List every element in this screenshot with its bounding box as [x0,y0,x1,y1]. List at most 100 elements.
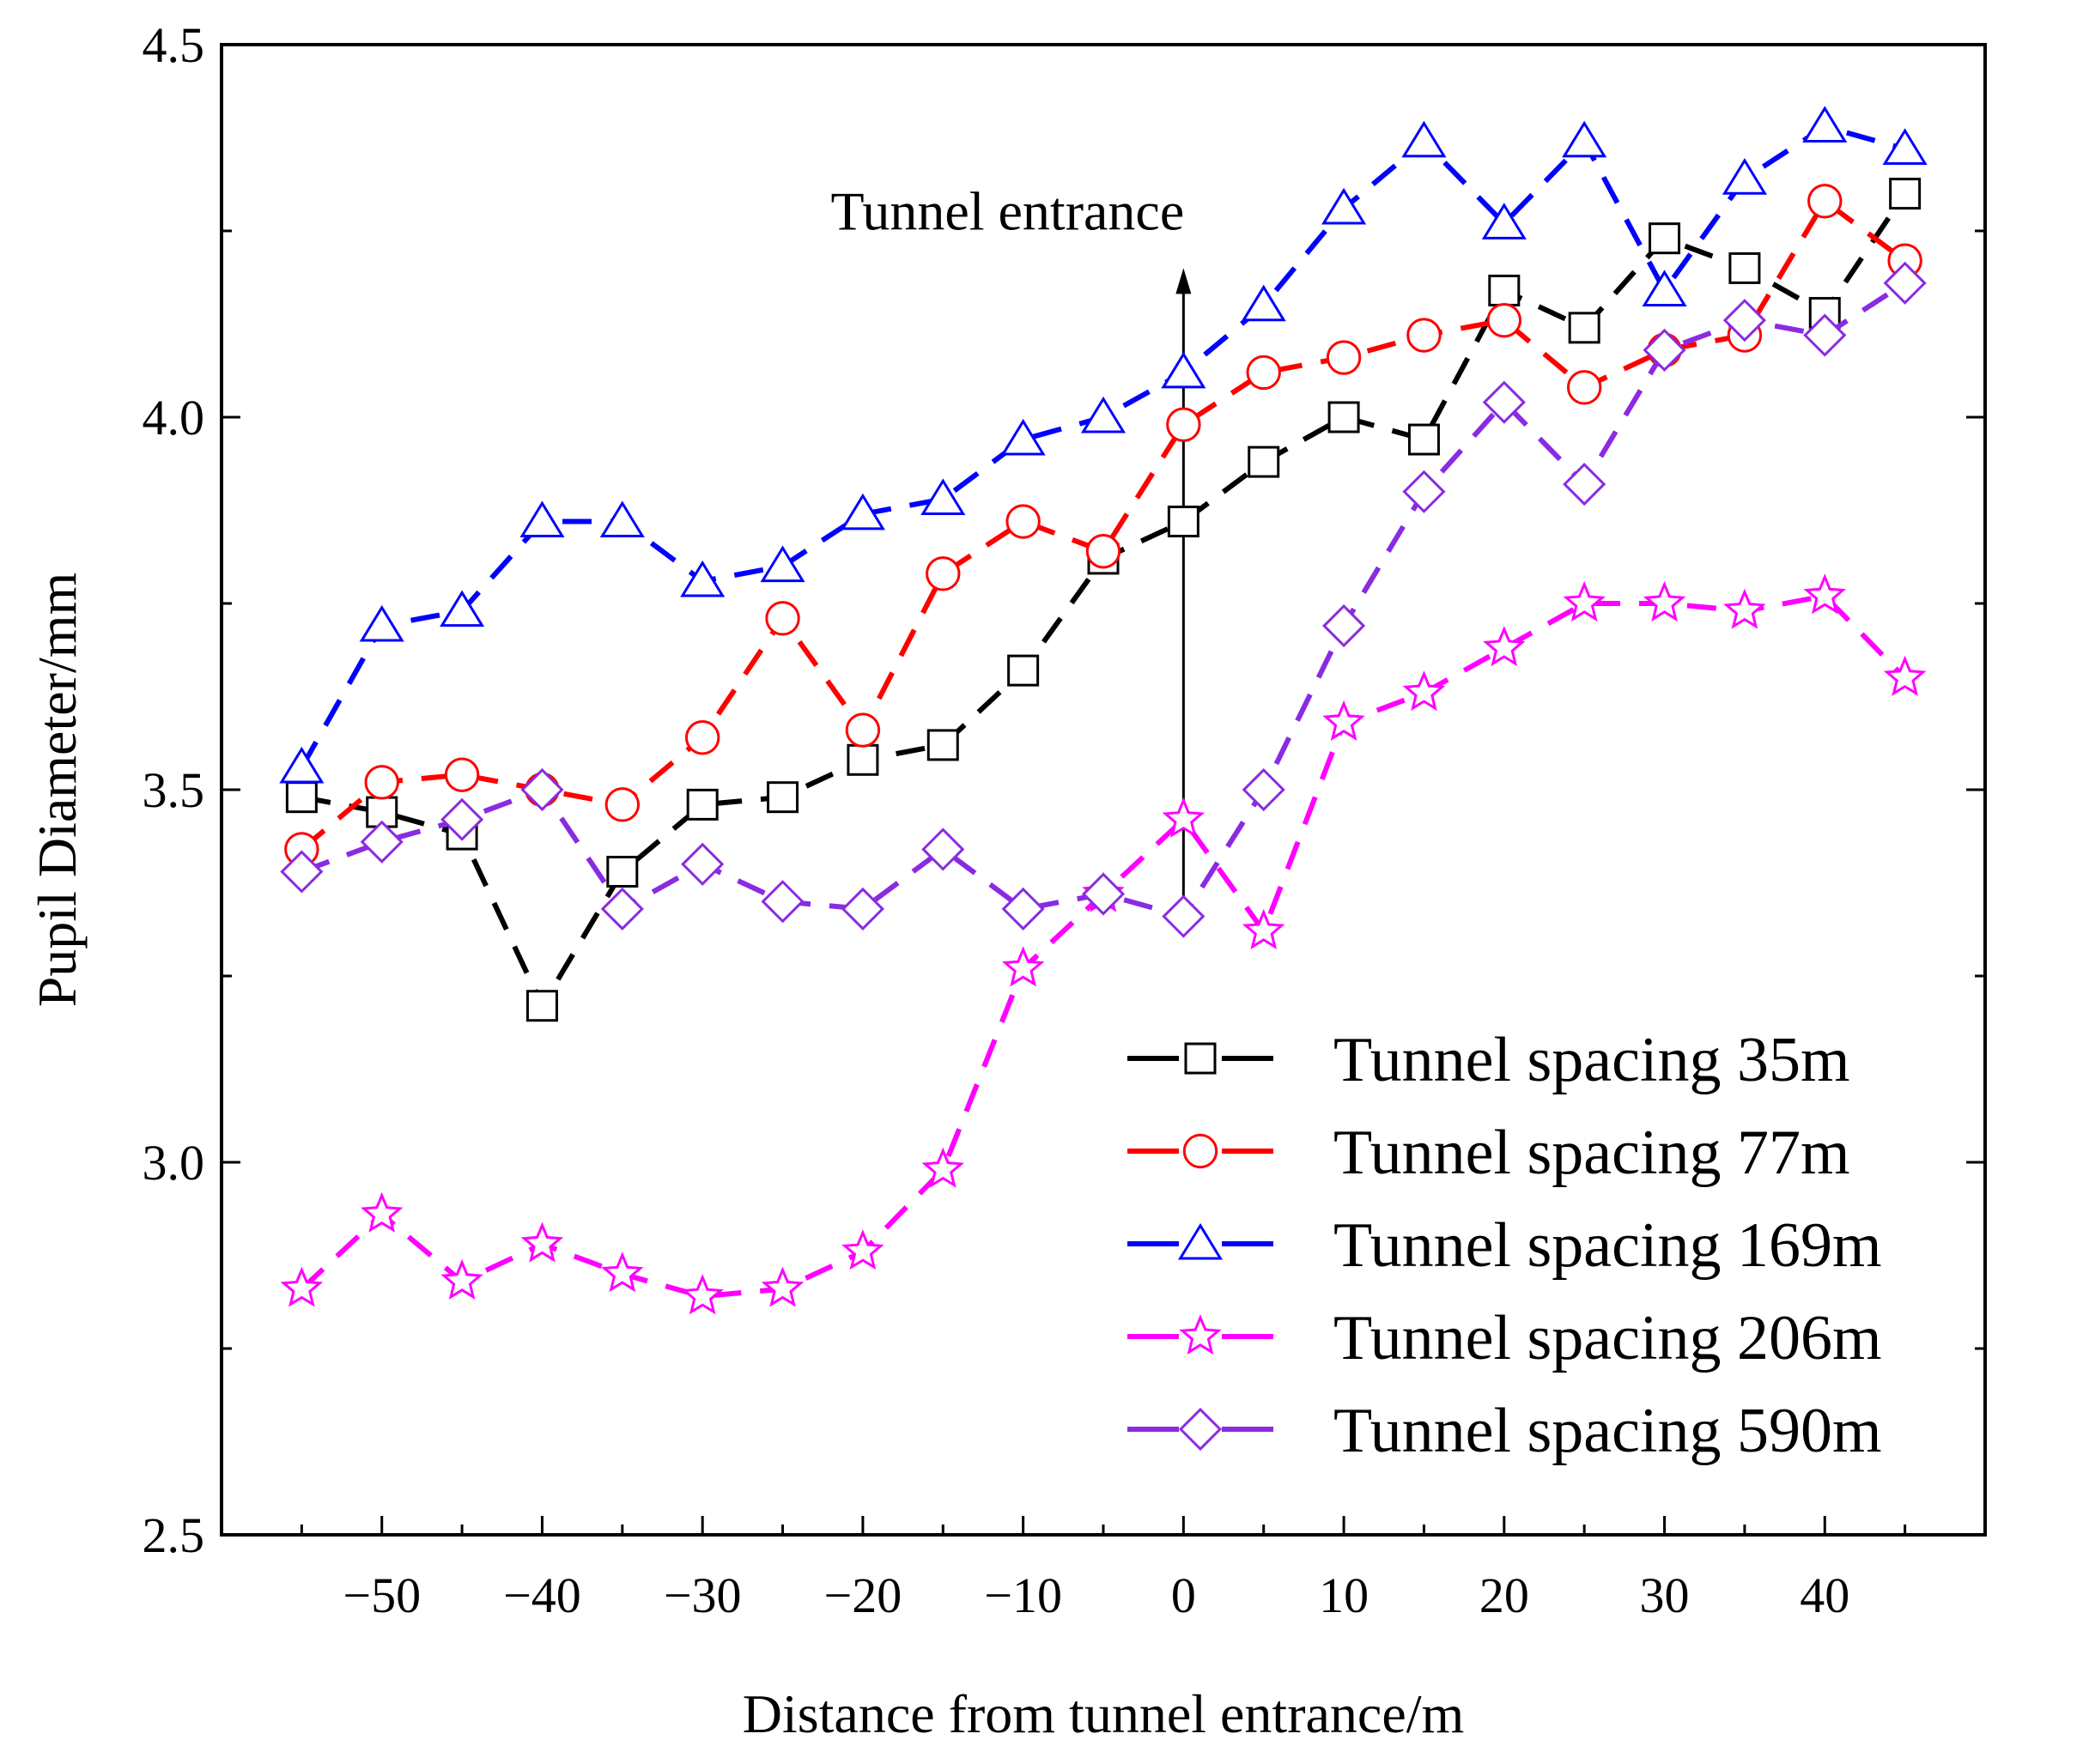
triangle-marker [519,500,565,538]
marker-backdrop [923,829,963,870]
annotation-arrow-head [1175,268,1192,294]
square-marker [1728,252,1761,284]
marker-backdrop [842,495,884,529]
diamond-marker [1803,313,1847,357]
x-tick-label: −30 [664,1567,742,1623]
marker-backdrop [361,821,402,862]
diamond-marker [1322,603,1366,648]
circle-marker [604,787,641,822]
marker-backdrop [1568,371,1600,403]
marker-backdrop [847,713,879,747]
marker-backdrop [441,592,483,626]
triangle-marker [1802,106,1848,142]
marker-backdrop [1324,606,1364,646]
legend-item: Tunnel spacing 590m [1127,1396,1882,1466]
marker-backdrop [1488,304,1521,336]
triangle-marker [279,746,325,784]
marker-backdrop [607,857,637,887]
x-tick-label: 40 [1800,1567,1849,1623]
series-layer [279,106,1928,1315]
triangle-marker [840,493,885,530]
star-marker [360,1191,404,1233]
marker-backdrop [1649,223,1679,253]
square-marker [1407,423,1440,456]
diamond-marker [280,850,324,894]
y-axis-title: Pupil Diameter/mm [27,573,88,1008]
marker-backdrop [1484,205,1525,239]
star-marker [921,1147,965,1188]
series-diamond [280,261,1927,938]
star-marker [761,1266,805,1307]
marker-backdrop [768,782,798,812]
x-tick-label: 0 [1171,1567,1196,1623]
x-tick-label: −10 [984,1567,1062,1623]
diamond-marker [1162,894,1205,938]
circle-marker [1166,407,1201,442]
x-tick-label: 20 [1479,1567,1529,1623]
star-marker [1643,580,1686,622]
marker-backdrop [1243,770,1284,809]
marker-backdrop [446,758,478,791]
marker-backdrop [1008,656,1038,686]
circle-marker [364,765,399,800]
marker-backdrop [1404,123,1444,156]
legend-item: Tunnel spacing 206m [1127,1303,1882,1373]
annotation-label: Tunnel entrance [830,180,1184,241]
marker-backdrop [285,833,319,866]
marker-backdrop [1167,408,1200,441]
marker-backdrop [1808,185,1841,217]
marker-backdrop [1083,398,1124,432]
marker-backdrop [1888,245,1922,277]
marker-backdrop [762,548,803,581]
triangle-marker [1321,187,1367,225]
star-marker [1883,655,1927,696]
square-marker [1568,312,1600,344]
marker-backdrop [1489,276,1519,306]
marker-backdrop [686,721,719,754]
square-marker [1649,222,1681,255]
square-marker [1167,506,1199,538]
legend: Tunnel spacing 35m Tunnel spacing 77m Tunn… [1127,1025,1882,1466]
square-marker [1889,178,1922,210]
marker-backdrop [1006,505,1040,538]
marker-backdrop [1644,272,1685,306]
axis-tick-labels: −50 −40 −30 −20 −10 0 10 20 30 40 2.5 3.0 3.5 4.0 4.5 [143,17,1850,1623]
circle-marker [1807,184,1843,219]
marker-backdrop [928,730,958,760]
marker-backdrop [522,503,562,536]
marker-backdrop [1169,506,1199,536]
marker-backdrop [1804,108,1845,142]
triangle-marker [1481,203,1527,239]
series-line [300,197,1907,852]
circle-marker [926,556,961,591]
y-tick-label: 2.5 [143,1507,205,1563]
diamond-marker [1178,1407,1223,1452]
marker-backdrop [606,788,639,821]
diamond-marker [1563,463,1606,506]
triangle-marker [1080,396,1127,433]
marker-backdrop [766,602,799,635]
marker-backdrop [1564,464,1605,505]
x-tick-label: 30 [1640,1567,1690,1623]
circle-marker [684,720,720,755]
triangle-marker [1000,418,1046,456]
marker-backdrop [922,481,963,514]
triangle-marker [1722,158,1767,195]
diamond-marker [1402,470,1446,513]
diamond-marker [761,880,805,924]
y-tick-label: 3.5 [143,762,205,818]
star-marker [841,1229,884,1270]
star-marker [601,1252,644,1293]
triangle-marker [440,590,485,627]
diamond-marker [440,797,484,841]
square-marker [767,781,799,814]
axis-ticks [222,43,1985,1537]
marker-backdrop [361,607,403,641]
circle-marker [845,712,881,748]
marker-backdrop [1564,123,1605,156]
marker-backdrop [522,770,562,809]
square-marker [1248,446,1280,478]
marker-backdrop [1323,190,1364,223]
diamond-marker [520,767,564,812]
